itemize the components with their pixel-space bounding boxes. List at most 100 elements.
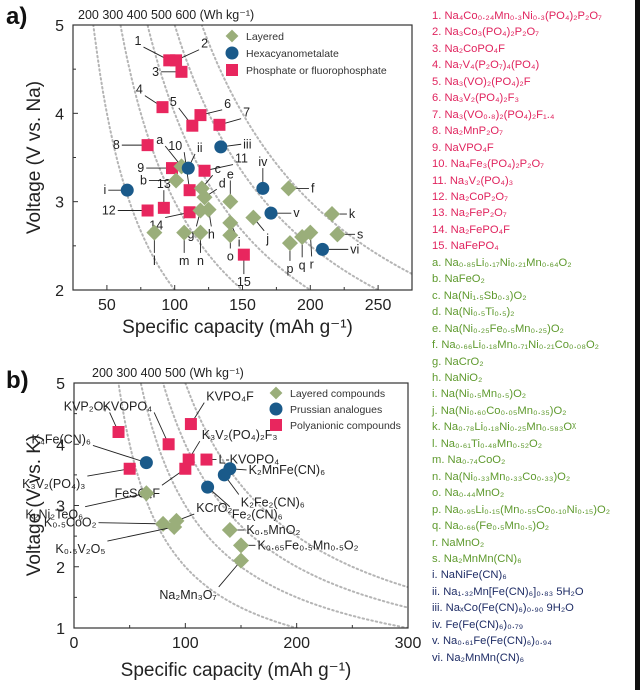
data-point-label: K₄Fe(CN)₆ xyxy=(31,432,90,446)
formula-item: 2. Na₃Co₃(PO₄)₂P₂O₇ xyxy=(432,26,540,39)
leader-line xyxy=(87,468,130,477)
legend-marker-circle xyxy=(225,46,239,60)
energy-curve-400 xyxy=(162,383,408,609)
formula-item: ii. Na₁.₃₂Mn[Fe(CN)₆]₀.₈₃ 5H₂O xyxy=(432,585,584,598)
data-point-label: o xyxy=(227,249,234,263)
formula-item: 13. Na₂FeP₂O₇ xyxy=(432,207,507,220)
y-axis-title: Voltage (V vs. K) xyxy=(24,435,45,577)
data-point-label: a xyxy=(156,133,163,147)
energy-curve-500 xyxy=(173,25,381,290)
data-point-label: 4 xyxy=(136,83,143,97)
data-point xyxy=(146,224,163,241)
compound-formula-list: 1. Na₄Co₀.₂₄Mn₀.₃Ni₀.₃(PO₄)₂P₂O₇ 2. Na₃Co… xyxy=(432,8,637,666)
data-point-label: KVOPO₄ xyxy=(103,399,153,413)
x-tick-label: 200 xyxy=(283,635,310,652)
legend: Layered compounds Prussian analogues Polya… xyxy=(269,386,401,432)
data-point-label: n xyxy=(197,254,204,268)
energy-curve-300 xyxy=(139,383,408,628)
energy-density-axis-label: 200 300 400 500 (Wh kg⁻¹) xyxy=(92,366,244,380)
y-tick-label: 5 xyxy=(56,376,65,393)
y-tick-label: 4 xyxy=(55,106,64,123)
series-phosphate: KVP₂O₇KVOPO₄KVPO₄FK₃V₂(PO₄)₂F₃L-KVOPO₄Fe… xyxy=(22,390,279,501)
formula-item: 7. Na₃(VO₀.₈)₂(PO₄)₂F₁.₄ xyxy=(432,108,555,121)
y-tick-label: 5 xyxy=(55,18,64,35)
legend-marker-diamond xyxy=(225,29,239,43)
data-point xyxy=(214,140,228,154)
data-point-label: 12 xyxy=(102,204,116,218)
formula-item: 14. Na₂FePO₄F xyxy=(432,223,510,236)
data-point-label: K₂Fe₂(CN)₆ xyxy=(241,495,305,509)
data-point xyxy=(245,209,262,226)
data-point xyxy=(217,468,231,482)
y-tick-label: 2 xyxy=(56,560,65,577)
data-point xyxy=(221,522,238,538)
formula-item: e. Na(Ni₀.₂₅Fe₀.₅Mn₀.₂₅)O₂ xyxy=(432,322,564,335)
data-point-label: 8 xyxy=(113,138,120,152)
formula-item: 4. Na₇V₄(P₂O₇)₄(PO₄) xyxy=(432,59,540,72)
formula-item: n. Na(Ni₀.₃₃Mn₀.₃₃Co₀.₃₃)O₂ xyxy=(432,470,571,483)
data-point xyxy=(222,214,239,231)
data-point-label: e xyxy=(227,167,234,181)
formula-item: vi. Na₂MnMn(CN)₆ xyxy=(432,651,525,664)
data-point-label: 6 xyxy=(224,97,231,111)
data-point xyxy=(184,418,197,431)
x-tick-label: 200 xyxy=(297,297,324,314)
formula-item: v. Na₀.₆₁Fe(Fe(CN)₆)₀.₉₄ xyxy=(432,635,552,648)
data-point-label: 3 xyxy=(152,65,159,79)
data-point xyxy=(157,201,170,214)
data-point xyxy=(233,552,249,569)
data-point-label: f xyxy=(311,181,315,195)
formula-item: o. Na₀.₄₄MnO₂ xyxy=(432,487,505,500)
data-point xyxy=(281,235,298,252)
x-tick-label: 100 xyxy=(161,297,188,314)
y-tick-label: 4 xyxy=(56,437,65,454)
data-point-label: b xyxy=(140,173,147,187)
data-point-label: 7 xyxy=(243,106,250,120)
data-point-label: Na₂Mn₃O₇ xyxy=(159,588,216,602)
x-tick-label: 100 xyxy=(172,635,199,652)
energy-curve-300 xyxy=(119,25,245,290)
data-point xyxy=(196,189,213,206)
data-point-label: 13 xyxy=(157,177,171,191)
data-point xyxy=(170,54,183,67)
data-point-label: q xyxy=(299,258,306,272)
data-point xyxy=(237,248,250,261)
data-point-label: 11 xyxy=(235,152,248,166)
data-point-label: 5 xyxy=(170,95,177,109)
data-point-label: h xyxy=(208,227,215,241)
y-tick-label: 1 xyxy=(56,621,65,638)
data-point xyxy=(182,453,195,466)
panel-label: a) xyxy=(6,3,27,30)
leader-line xyxy=(98,522,164,525)
formula-item: l. Na₀.₆₁Ti₀.₄₈Mn₀.₅₂O₂ xyxy=(432,437,543,450)
y-tick-label: 3 xyxy=(55,195,64,212)
data-point xyxy=(123,462,136,475)
data-point-label: v xyxy=(293,206,300,220)
formula-item: q. Na₀.₆₆(Fe₀.₅Mn₀.₅)O₂ xyxy=(432,520,550,533)
formula-item: 3. Na₂CoPO₄F xyxy=(432,42,505,55)
data-point xyxy=(329,226,346,243)
data-point xyxy=(112,426,125,438)
legend-marker-square xyxy=(226,64,238,76)
data-point-label: r xyxy=(310,257,314,271)
data-point-label: i xyxy=(238,235,241,249)
chart-panel-b: 0 100 200 300 1 2 3 4 5 b) 200 300 400 500 (Wh kg⁻… xyxy=(6,366,421,681)
x-axis-title: Specific capacity (mAh g⁻¹) xyxy=(122,317,353,338)
energy-curve-500 xyxy=(184,383,408,589)
data-point xyxy=(179,462,192,475)
data-point xyxy=(175,65,188,78)
data-point xyxy=(222,193,239,210)
data-point-label: K₀.₆₅Fe₀.₅Mn₀.₅O₂ xyxy=(257,538,358,552)
data-point xyxy=(166,518,183,535)
formula-item: h. NaNiO₂ xyxy=(432,371,483,384)
data-point-label: K₂Ni₂TeO₆ xyxy=(25,508,83,522)
data-point xyxy=(192,224,209,241)
leader-line xyxy=(107,526,175,542)
data-point xyxy=(194,109,207,122)
energy-curves xyxy=(117,383,408,628)
formula-item: m. Na₀.₇₄CoO₂ xyxy=(432,454,506,467)
data-point-label: KCrO₂ xyxy=(196,501,232,515)
leader-line xyxy=(92,445,147,464)
